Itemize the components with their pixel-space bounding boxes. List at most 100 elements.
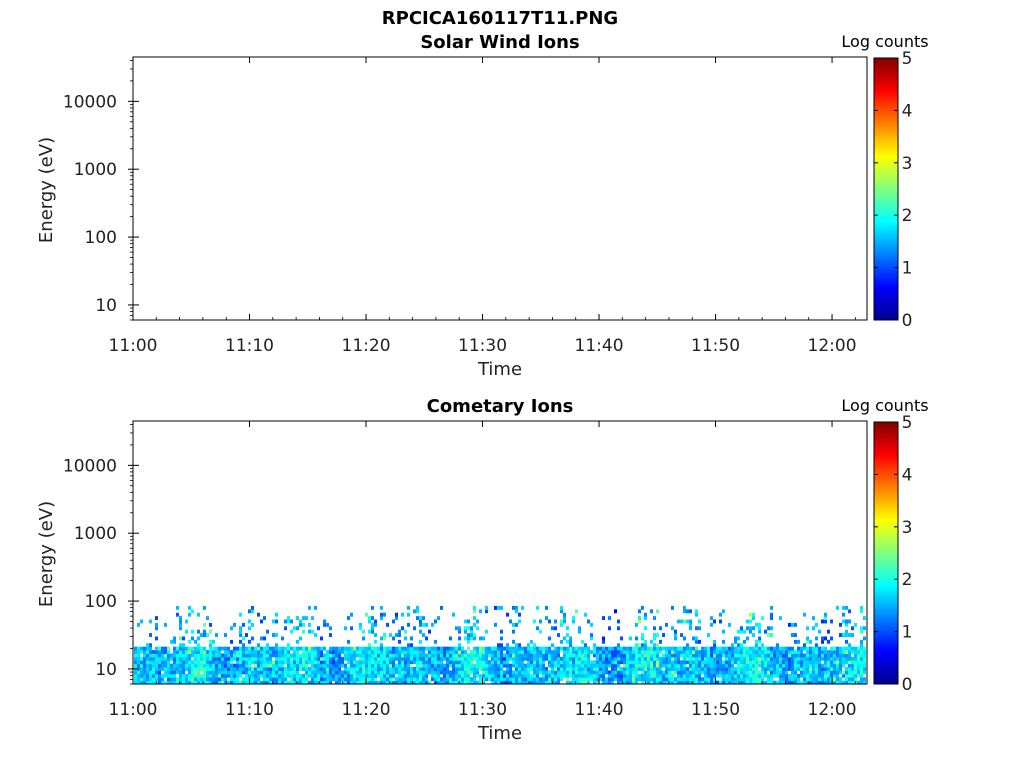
heatmap-cell xyxy=(134,646,137,651)
heatmap-cell xyxy=(689,619,692,624)
heatmap-cell xyxy=(785,667,788,671)
heatmap-cell xyxy=(239,653,242,658)
x-axis: 11:00 11:10 11:20 11:30 11:40 11:50 12:00 xyxy=(109,421,857,720)
heatmap-cell xyxy=(692,667,695,671)
heatmap-cell xyxy=(674,670,677,675)
heatmap-cell xyxy=(653,667,656,671)
heatmap-cell xyxy=(179,626,182,631)
heatmap-cell xyxy=(665,660,668,665)
heatmap-cell xyxy=(803,670,806,675)
heatmap-cell xyxy=(509,650,512,654)
heatmap-cell xyxy=(779,660,782,665)
heatmap-cell xyxy=(791,677,794,682)
heatmap-cell xyxy=(542,650,545,654)
heatmap-cell xyxy=(830,663,833,668)
heatmap-cell xyxy=(203,680,206,685)
heatmap-cell xyxy=(641,667,644,671)
heatmap-cell xyxy=(188,660,191,665)
heatmap-cell xyxy=(137,680,140,685)
heatmap-cell xyxy=(449,636,452,641)
heatmap-cell xyxy=(290,619,293,624)
heatmap-cell xyxy=(557,656,560,661)
heatmap-cell xyxy=(740,643,743,648)
heatmap-cell xyxy=(338,660,341,665)
heatmap-cell xyxy=(599,656,602,661)
heatmap-cell xyxy=(644,639,647,644)
heatmap-cell xyxy=(539,677,542,682)
heatmap-cell xyxy=(284,619,287,624)
heatmap-cell xyxy=(515,653,518,658)
heatmap-cell xyxy=(224,646,227,651)
heatmap-cell xyxy=(434,670,437,675)
heatmap-cell xyxy=(791,660,794,665)
heatmap-cell xyxy=(569,646,572,651)
heatmap-cell xyxy=(854,663,857,668)
heatmap-cell xyxy=(233,650,236,654)
heatmap-cell xyxy=(404,673,407,678)
heatmap-cell xyxy=(458,656,461,661)
heatmap-cell xyxy=(860,673,863,678)
heatmap-cell xyxy=(629,653,632,658)
heatmap-cell xyxy=(797,667,800,671)
heatmap-cell xyxy=(335,673,338,678)
heatmap-cell xyxy=(320,653,323,658)
heatmap-cell xyxy=(371,660,374,665)
heatmap-cell xyxy=(566,639,569,644)
heatmap-cell xyxy=(563,663,566,668)
heatmap-cell xyxy=(503,680,506,685)
heatmap-cell xyxy=(761,673,764,678)
heatmap-cell xyxy=(659,673,662,678)
heatmap-cell xyxy=(524,650,527,654)
heatmap-cell xyxy=(698,619,701,624)
heatmap-cell xyxy=(608,646,611,651)
heatmap-cell xyxy=(350,660,353,665)
heatmap-cell xyxy=(584,677,587,682)
heatmap-cell xyxy=(770,650,773,654)
heatmap-cell xyxy=(740,673,743,678)
heatmap-cell xyxy=(419,680,422,685)
heatmap-cell xyxy=(728,622,731,627)
heatmap-cell xyxy=(857,653,860,658)
heatmap-cell xyxy=(368,663,371,668)
heatmap-cell xyxy=(476,663,479,668)
heatmap-cell xyxy=(512,639,515,644)
heatmap-cell xyxy=(674,663,677,668)
heatmap-cell xyxy=(584,643,587,648)
heatmap-cell xyxy=(404,653,407,658)
heatmap-cell xyxy=(548,656,551,661)
heatmap-cell xyxy=(737,667,740,671)
heatmap-cell xyxy=(191,677,194,682)
heatmap-cell xyxy=(362,667,365,671)
heatmap-cell xyxy=(572,677,575,682)
heatmap-cell xyxy=(551,663,554,668)
heatmap-cell xyxy=(497,673,500,678)
heatmap-cell xyxy=(281,667,284,671)
heatmap-cell xyxy=(839,663,842,668)
heatmap-cell xyxy=(317,656,320,661)
heatmap-cell xyxy=(440,677,443,682)
heatmap-cell xyxy=(650,673,653,678)
heatmap-cell xyxy=(314,646,317,651)
heatmap-cell xyxy=(197,670,200,675)
heatmap-cell xyxy=(245,680,248,685)
heatmap-cell xyxy=(806,660,809,665)
heatmap-cell xyxy=(173,673,176,678)
heatmap-cell xyxy=(650,667,653,671)
heatmap-cell xyxy=(425,667,428,671)
heatmap-cell xyxy=(446,660,449,665)
heatmap-cell xyxy=(215,646,218,651)
heatmap-cell xyxy=(374,639,377,644)
heatmap-cell xyxy=(155,653,158,658)
heatmap-cell xyxy=(737,650,740,654)
heatmap-cell xyxy=(746,653,749,658)
heatmap-cell xyxy=(380,656,383,661)
heatmap-cell xyxy=(704,667,707,671)
heatmap-cell xyxy=(848,663,851,668)
heatmap-cell xyxy=(467,663,470,668)
heatmap-cell xyxy=(314,633,317,637)
heatmap-cell xyxy=(782,646,785,651)
heatmap-cell xyxy=(134,656,137,661)
heatmap-cell xyxy=(143,663,146,668)
heatmap-cell xyxy=(470,650,473,654)
heatmap-cell xyxy=(350,663,353,668)
